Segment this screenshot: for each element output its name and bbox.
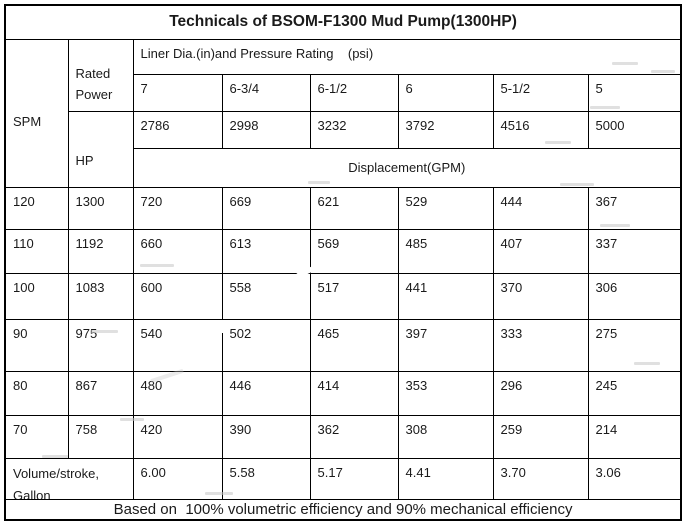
volume-value-cell: 5.17: [309, 457, 399, 500]
displacement-value-cell: 660: [132, 228, 223, 274]
hp-header-cell: HP: [67, 110, 134, 188]
displacement-value-cell: 308: [397, 414, 494, 459]
liner-size-cell: 6-3/4: [221, 73, 311, 112]
liner-pressure-header-cell: Liner Dia.(in)and Pressure Rating (psi): [132, 38, 682, 75]
header-row-liner: SPM Rated Power Liner Dia.(in)and Pressu…: [4, 38, 682, 188]
displacement-value-cell: 259: [492, 414, 589, 459]
hp-value-cell: 1300: [67, 186, 134, 230]
footer-note: Based on 100% volumetric efficiency and …: [113, 500, 573, 518]
displacement-value-cell: 569: [309, 228, 399, 274]
liner-size-cell: 5: [587, 73, 682, 112]
spm-value-cell: 110: [4, 228, 69, 274]
displacement-value-cell: 362: [309, 414, 399, 459]
pressure-rating-cell: 3792: [397, 110, 494, 149]
technicals-table: Technicals of BSOM-F1300 Mud Pump(1300HP…: [4, 4, 683, 521]
displacement-value-cell: 407: [492, 228, 589, 274]
header-row-sizes: 7 6-3/4 6-1/2 6 5-1/2 5: [5, 73, 682, 112]
table-row: 70 758 420 390 362 308 259 214: [4, 414, 682, 459]
displacement-value-cell: 465: [309, 318, 399, 372]
displacement-value-cell: 502: [221, 318, 311, 372]
displacement-value-cell: 275: [587, 318, 682, 372]
spm-value-cell: 100: [4, 272, 69, 320]
table-row: 80 867 480 446 414 353 296 245: [4, 370, 682, 416]
header-row-displacement: Displacement(GPM): [5, 147, 682, 188]
displacement-value-cell: 446: [221, 370, 311, 416]
displacement-value-cell: 390: [221, 414, 311, 459]
displacement-value-cell: 441: [397, 272, 494, 320]
displacement-value-cell: 540: [132, 318, 223, 372]
displacement-value-cell: 600: [132, 272, 223, 320]
pressure-rating-cell: 2998: [221, 110, 311, 149]
table-row: 100 1083 600 558 517 441 370 306: [4, 272, 682, 320]
volume-label: Volume/stroke, Gallon: [13, 465, 99, 499]
displacement-value-cell: 214: [587, 414, 682, 459]
volume-value-cell: 6.00: [132, 457, 223, 500]
displacement-value-cell: 296: [492, 370, 589, 416]
displacement-value-cell: 333: [492, 318, 589, 372]
table-title: Technicals of BSOM-F1300 Mud Pump(1300HP…: [4, 4, 682, 40]
pressure-rating-cell: 3232: [309, 110, 399, 149]
displacement-value-cell: 337: [587, 228, 682, 274]
displacement-value-cell: 414: [309, 370, 399, 416]
spm-value-cell: 80: [4, 370, 69, 416]
hp-value-cell: 758: [67, 414, 134, 459]
footer-note-cell: Based on 100% volumetric efficiency and …: [4, 498, 682, 521]
liner-size-cell: 7: [132, 73, 223, 112]
displacement-value-cell: 517: [309, 272, 399, 320]
rated-power-header-cell: Rated Power: [67, 38, 134, 112]
displacement-header-cell: Displacement(GPM): [132, 147, 682, 188]
header-row-pressures: HP 2786 2998 3232 3792 4516 5000: [5, 110, 682, 188]
spm-value-cell: 90: [4, 318, 69, 372]
volume-value-cell: 3.70: [492, 457, 589, 500]
displacement-value-cell: 485: [397, 228, 494, 274]
displacement-value-cell: 444: [492, 186, 589, 230]
displacement-value-cell: 420: [132, 414, 223, 459]
table-row: 120 1300 720 669 621 529 444 367: [4, 186, 682, 230]
liner-size-cell: 6-1/2: [309, 73, 399, 112]
volume-value-cell: 4.41: [397, 457, 494, 500]
displacement-value-cell: 306: [587, 272, 682, 320]
hp-value-cell: 1192: [67, 228, 134, 274]
volume-value-cell: 3.06: [587, 457, 682, 500]
liner-size-cell: 6: [397, 73, 494, 112]
liner-size-cell: 5-1/2: [492, 73, 589, 112]
pressure-rating-cell: 5000: [587, 110, 682, 149]
displacement-value-cell: 397: [397, 318, 494, 372]
displacement-value-cell: 245: [587, 370, 682, 416]
displacement-value-cell: 367: [587, 186, 682, 230]
hp-value-cell: 867: [67, 370, 134, 416]
pressure-rating-cell: 2786: [132, 110, 223, 149]
volume-value-cell: 5.58: [221, 457, 311, 500]
displacement-value-cell: 370: [492, 272, 589, 320]
displacement-value-cell: 720: [132, 186, 223, 230]
volume-label-cell: Volume/stroke, Gallon: [4, 457, 134, 500]
table-row: 110 1192 660 613 569 485 407 337: [4, 228, 682, 274]
hp-value-cell: 1083: [67, 272, 134, 320]
displacement-value-cell: 669: [221, 186, 311, 230]
displacement-value-cell: 621: [309, 186, 399, 230]
spm-header-cell: SPM: [4, 38, 69, 188]
spm-value-cell: 120: [4, 186, 69, 230]
footer-row: Based on 100% volumetric efficiency and …: [4, 498, 682, 521]
displacement-value-cell: 529: [397, 186, 494, 230]
pressure-rating-cell: 4516: [492, 110, 589, 149]
table-row: 90 975 540 502 465 397 333 275: [4, 318, 682, 372]
displacement-value-cell: 353: [397, 370, 494, 416]
hp-value-cell: 975: [67, 318, 134, 372]
volume-row: Volume/stroke, Gallon 6.00 5.58 5.17 4.4…: [4, 457, 682, 500]
displacement-value-cell: 480: [132, 370, 223, 416]
title-row: Technicals of BSOM-F1300 Mud Pump(1300HP…: [4, 4, 682, 40]
displacement-value-cell: 613: [221, 228, 311, 274]
displacement-value-cell: 558: [221, 272, 311, 320]
spm-value-cell: 70: [4, 414, 69, 459]
